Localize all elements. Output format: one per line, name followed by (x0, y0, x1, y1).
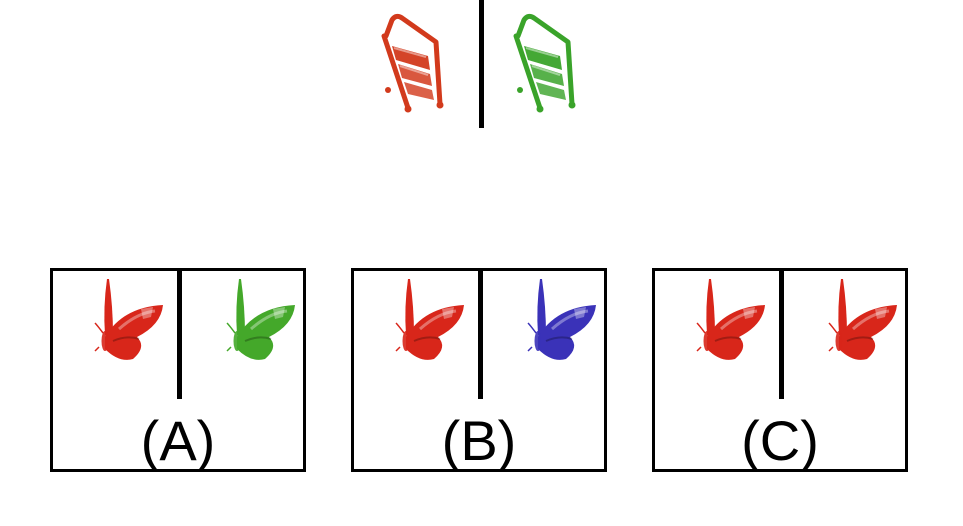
option-divider (177, 271, 182, 399)
green-butterfly-icon (225, 277, 297, 367)
red-steps-icon (378, 12, 448, 114)
option-a[interactable]: (A) (50, 268, 306, 472)
option-c[interactable]: (C) (652, 268, 908, 472)
red-butterfly-icon (695, 277, 767, 367)
red-butterfly-icon (394, 277, 466, 367)
option-divider (779, 271, 784, 399)
option-b[interactable]: (B) (351, 268, 607, 472)
green-steps-icon (510, 12, 580, 114)
option-label: (C) (741, 409, 819, 472)
option-label: (B) (441, 409, 517, 472)
example-divider (479, 0, 484, 128)
option-divider (478, 271, 483, 399)
blue-butterfly-icon (526, 277, 598, 367)
red-butterfly-icon (827, 277, 899, 367)
red-butterfly-icon (93, 277, 165, 367)
option-label: (A) (140, 409, 216, 472)
